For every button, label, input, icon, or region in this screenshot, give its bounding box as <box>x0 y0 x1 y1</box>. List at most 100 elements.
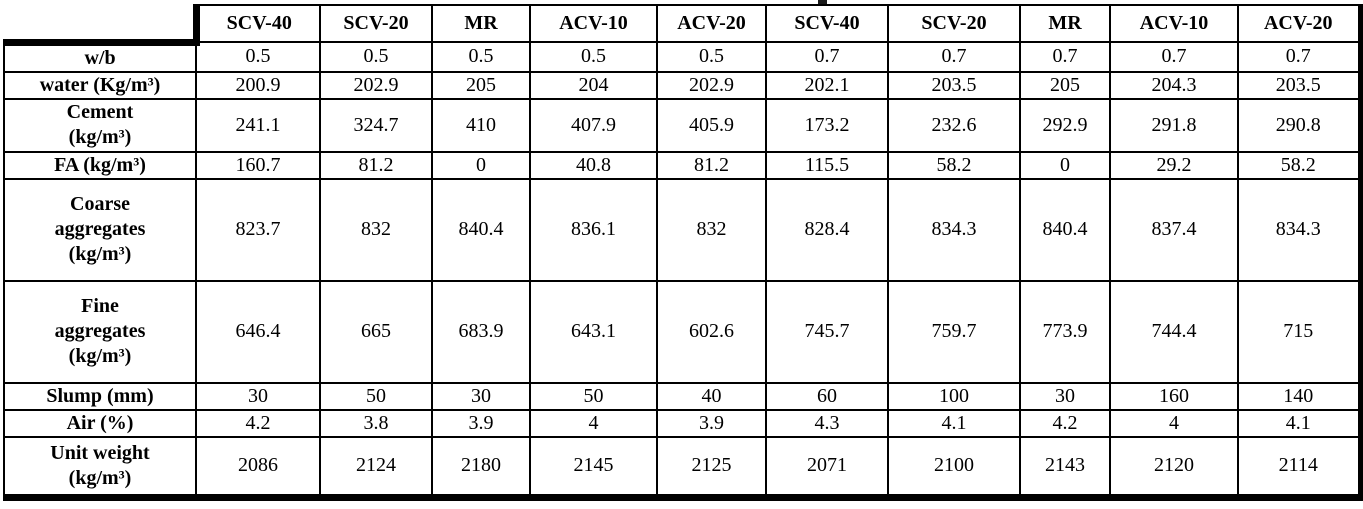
table-cell: 4.3 <box>765 408 889 438</box>
column-header: MR <box>431 4 531 43</box>
column-header: MR <box>1019 4 1111 43</box>
column-header: ACV-20 <box>656 4 767 43</box>
table-cell: 834.3 <box>887 177 1021 282</box>
table-cell: 173.2 <box>765 97 889 153</box>
table-row: Unit weight (kg/m³) 2086 2124 2180 2145 … <box>3 435 1363 501</box>
table-cell: 0.5 <box>656 41 767 73</box>
table-cell: 4 <box>529 408 658 438</box>
table-cell: 2145 <box>529 435 658 501</box>
table-cell: 292.9 <box>1019 97 1111 153</box>
table-row: w/b 0.5 0.5 0.5 0.5 0.5 0.7 0.7 0.7 0.7 … <box>3 41 1363 73</box>
table-cell: 115.5 <box>765 150 889 180</box>
row-label: Slump (mm) <box>3 381 197 411</box>
table-row: FA (kg/m³) 160.7 81.2 0 40.8 81.2 115.5 … <box>3 150 1363 180</box>
table-cell: 4.1 <box>887 408 1021 438</box>
table-cell: 643.1 <box>529 279 658 384</box>
table-cell: 291.8 <box>1109 97 1239 153</box>
column-header: ACV-10 <box>529 4 658 43</box>
table-cell: 0.7 <box>1237 41 1363 73</box>
table-cell: 160.7 <box>195 150 321 180</box>
table-cell: 2086 <box>195 435 321 501</box>
table-cell: 2124 <box>319 435 433 501</box>
table-row: Air (%) 4.2 3.8 3.9 4 3.9 4.3 4.1 4.2 4 … <box>3 408 1363 438</box>
column-header: SCV-40 <box>192 4 321 43</box>
table-cell: 4.1 <box>1237 408 1363 438</box>
table-cell: 202.9 <box>656 70 767 100</box>
table-cell: 834.3 <box>1237 177 1363 282</box>
table-cell: 2180 <box>431 435 531 501</box>
table-cell: 58.2 <box>887 150 1021 180</box>
table-cell: 4 <box>1109 408 1239 438</box>
table-cell: 81.2 <box>656 150 767 180</box>
mix-proportions-table: SCV-40 SCV-20 MR ACV-10 ACV-20 SCV-40 SC… <box>3 4 1363 501</box>
table-cell: 30 <box>431 381 531 411</box>
table-cell: 203.5 <box>887 70 1021 100</box>
table-cell: 759.7 <box>887 279 1021 384</box>
row-label: Air (%) <box>3 408 197 438</box>
table-cell: 324.7 <box>319 97 433 153</box>
table-cell: 405.9 <box>656 97 767 153</box>
table-cell: 60 <box>765 381 889 411</box>
row-label: Fine aggregates (kg/m³) <box>3 279 197 384</box>
table-cell: 0.5 <box>529 41 658 73</box>
table-cell: 2125 <box>656 435 767 501</box>
table-cell: 0.7 <box>1019 41 1111 73</box>
table-cell: 840.4 <box>431 177 531 282</box>
table-cell: 140 <box>1237 381 1363 411</box>
table-cell: 200.9 <box>195 70 321 100</box>
table-cell: 0.7 <box>765 41 889 73</box>
table-cell: 3.8 <box>319 408 433 438</box>
table-cell: 715 <box>1237 279 1363 384</box>
table-cell: 828.4 <box>765 177 889 282</box>
row-label: w/b <box>3 41 197 73</box>
cropped-caption-artifact <box>818 0 827 4</box>
table-cell: 837.4 <box>1109 177 1239 282</box>
table-cell: 202.1 <box>765 70 889 100</box>
table-cell: 0.7 <box>1109 41 1239 73</box>
table-cell: 160 <box>1109 381 1239 411</box>
table-cell: 50 <box>529 381 658 411</box>
table-cell: 407.9 <box>529 97 658 153</box>
table-cell: 40.8 <box>529 150 658 180</box>
table-cell: 204.3 <box>1109 70 1239 100</box>
table-cell: 2120 <box>1109 435 1239 501</box>
table-cell: 58.2 <box>1237 150 1363 180</box>
table-cell: 823.7 <box>195 177 321 282</box>
header-row: SCV-40 SCV-20 MR ACV-10 ACV-20 SCV-40 SC… <box>4 4 1363 46</box>
table-cell: 100 <box>887 381 1021 411</box>
table-cell: 40 <box>656 381 767 411</box>
column-header: SCV-40 <box>765 4 889 43</box>
table-cell: 232.6 <box>887 97 1021 153</box>
table-cell: 745.7 <box>765 279 889 384</box>
table-cell: 0 <box>431 150 531 180</box>
column-header: SCV-20 <box>887 4 1021 43</box>
table-cell: 832 <box>656 177 767 282</box>
table-cell: 0.7 <box>887 41 1021 73</box>
table-cell: 290.8 <box>1237 97 1363 153</box>
table-cell: 81.2 <box>319 150 433 180</box>
table-cell: 0 <box>1019 150 1111 180</box>
table-cell: 29.2 <box>1109 150 1239 180</box>
table-cell: 0.5 <box>195 41 321 73</box>
column-header: ACV-20 <box>1237 4 1363 43</box>
table-cell: 2071 <box>765 435 889 501</box>
table-cell: 205 <box>431 70 531 100</box>
table-cell: 683.9 <box>431 279 531 384</box>
table-cell: 840.4 <box>1019 177 1111 282</box>
row-label: water (Kg/m³) <box>3 70 197 100</box>
table-cell: 203.5 <box>1237 70 1363 100</box>
table-cell: 410 <box>431 97 531 153</box>
table-row: Coarse aggregates (kg/m³) 823.7 832 840.… <box>3 177 1363 282</box>
column-header: SCV-20 <box>319 4 433 43</box>
table-row: Fine aggregates (kg/m³) 646.4 665 683.9 … <box>3 279 1363 384</box>
row-label: FA (kg/m³) <box>3 150 197 180</box>
table-cell: 665 <box>319 279 433 384</box>
table-cell: 205 <box>1019 70 1111 100</box>
table-cell: 50 <box>319 381 433 411</box>
table-cell: 773.9 <box>1019 279 1111 384</box>
table-cell: 241.1 <box>195 97 321 153</box>
table-row: Slump (mm) 30 50 30 50 40 60 100 30 160 … <box>3 381 1363 411</box>
table-cell: 30 <box>195 381 321 411</box>
table-cell: 3.9 <box>431 408 531 438</box>
table-cell: 836.1 <box>529 177 658 282</box>
